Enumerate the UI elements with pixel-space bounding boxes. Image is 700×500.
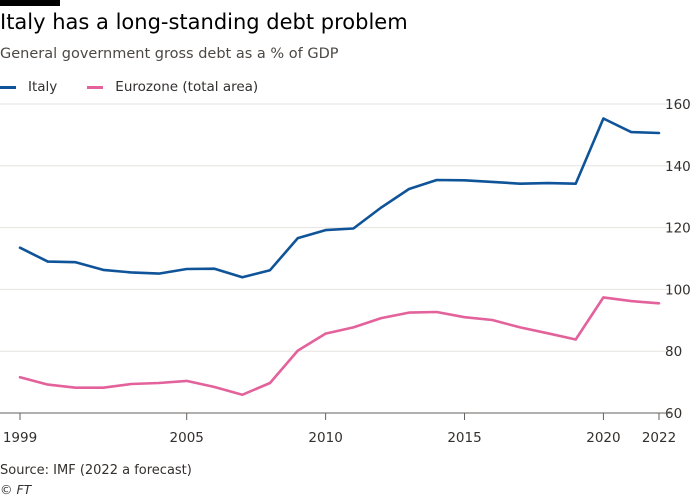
source-note: Source: IMF (2022 a forecast) [0, 463, 192, 478]
legend-swatch-italy [0, 85, 16, 89]
legend-item-eurozone: Eurozone (total area) [87, 79, 258, 95]
x-tick-label-2020: 2020 [586, 430, 620, 446]
credit-note: © FT [0, 482, 32, 497]
x-tick-label-2010: 2010 [308, 430, 342, 446]
y-tick-label-100: 100 [665, 282, 691, 298]
y-tick-label-60: 60 [665, 406, 682, 422]
legend-label-italy: Italy [28, 79, 58, 95]
x-tick-label-2005: 2005 [170, 430, 204, 446]
chart-legend: Italy Eurozone (total area) [0, 79, 288, 95]
legend-label-eurozone: Eurozone (total area) [115, 79, 259, 95]
y-tick-label-160: 160 [665, 97, 691, 113]
chart-title: Italy has a long-standing debt problem [0, 10, 408, 34]
x-tick-label-1999: 1999 [3, 430, 37, 446]
series-line-italy [18, 117, 661, 279]
series-line-eurozone [18, 296, 661, 397]
brand-bar [0, 0, 60, 6]
x-tick-label-2015: 2015 [447, 430, 481, 446]
y-tick-label-80: 80 [665, 344, 682, 360]
legend-swatch-eurozone [87, 85, 104, 89]
y-tick-label-140: 140 [665, 159, 691, 175]
chart-subtitle: General government gross debt as a % of … [0, 46, 339, 62]
y-tick-label-120: 120 [665, 221, 691, 237]
legend-item-italy: Italy [0, 79, 57, 95]
x-tick-label-2022: 2022 [642, 430, 676, 446]
